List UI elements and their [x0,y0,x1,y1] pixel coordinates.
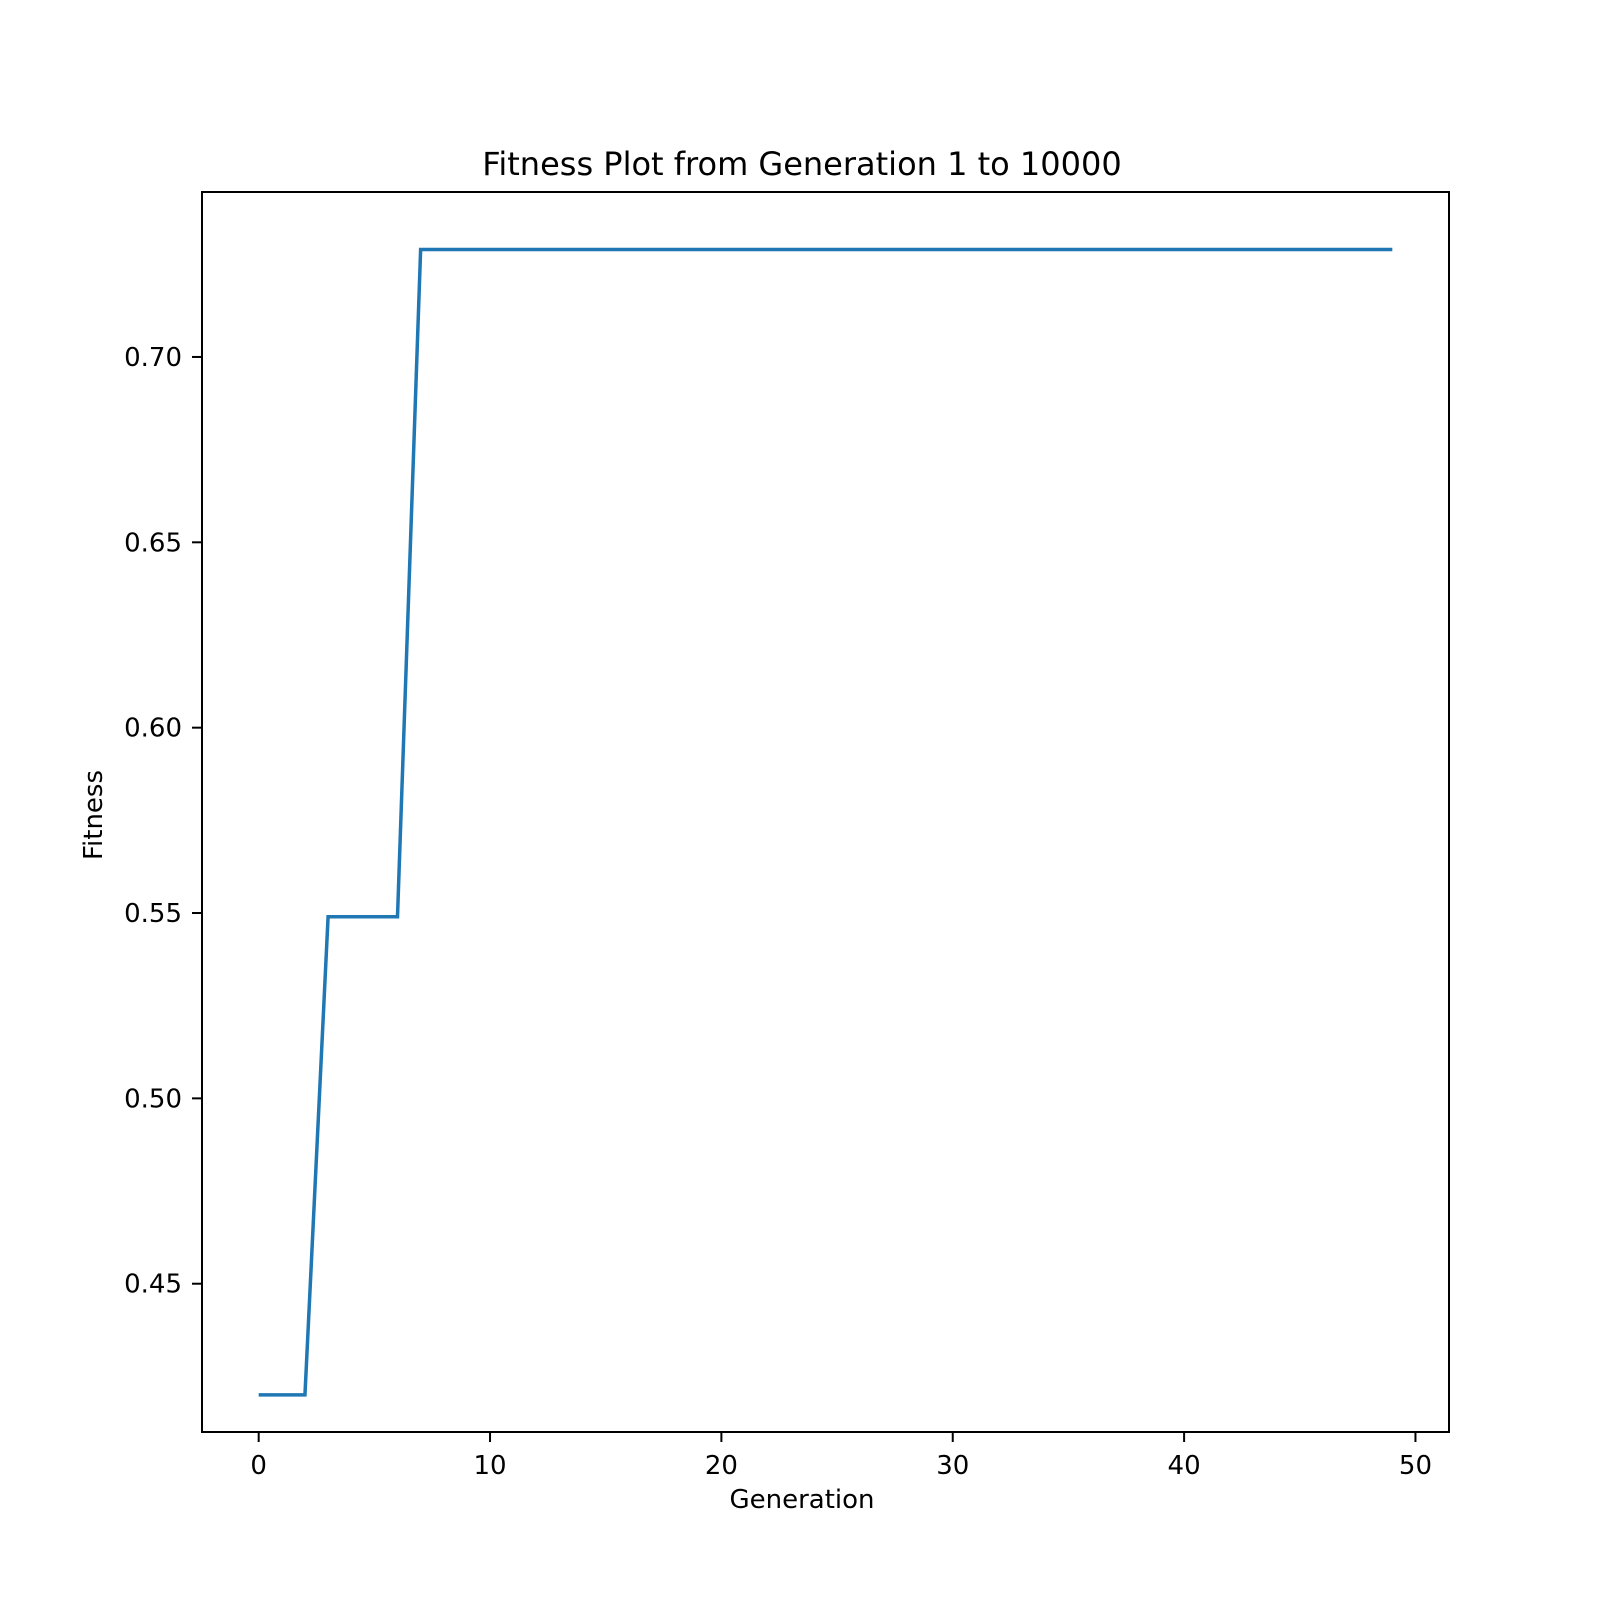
y-axis-label: Fitness [79,770,109,860]
y-tick-label: 0.65 [124,528,182,558]
x-tick-label: 30 [936,1451,969,1481]
series-layer [258,247,1393,1397]
y-tick-label: 0.60 [124,714,182,744]
y-axis-ticks: 0.45 0.50 0.55 0.60 0.65 0.70 [124,343,202,1300]
x-axis-label: Generation [729,1485,874,1515]
x-tick-label: 10 [473,1451,506,1481]
x-tick-label: 20 [705,1451,738,1481]
y-tick-label: 0.55 [124,899,182,929]
fitness-series-line [258,247,1393,1397]
x-tick-label: 50 [1399,1451,1432,1481]
y-tick-label: 0.45 [124,1270,182,1300]
chart-title: Fitness Plot from Generation 1 to 10000 [482,145,1121,183]
y-tick-label: 0.50 [124,1084,182,1114]
plot-area-frame [201,191,1450,1433]
x-axis-ticks: 0 10 20 30 40 50 [250,1432,1432,1481]
x-tick-label: 40 [1168,1451,1201,1481]
x-tick-label: 0 [250,1451,267,1481]
y-tick-label: 0.70 [124,343,182,373]
